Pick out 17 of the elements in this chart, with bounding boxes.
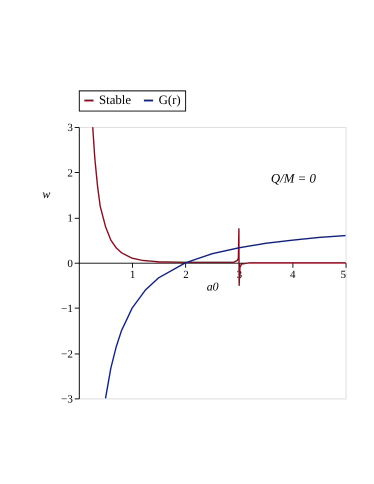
annotation: Q/M = 0: [270, 171, 316, 186]
legend-label: Stable: [99, 93, 132, 108]
y-tick-label: −3: [61, 394, 74, 406]
x-tick-label: 1: [130, 268, 136, 281]
x-axis-title: a0: [206, 280, 219, 294]
y-tick-label: 1: [67, 212, 73, 225]
x-tick-label: 4: [290, 268, 296, 281]
y-tick-label: 3: [67, 122, 74, 134]
y-axis-title: w: [42, 187, 50, 202]
y-tick-label: −1: [61, 303, 73, 316]
x-tick-label: 2: [183, 268, 189, 281]
legend-label: G(r): [158, 93, 181, 108]
x-tick-label: 5: [340, 268, 347, 281]
y-tick-label: 2: [67, 167, 73, 180]
y-tick-label: −2: [61, 348, 73, 360]
y-tick-label: 0: [67, 258, 74, 270]
line-series: [104, 234, 346, 398]
